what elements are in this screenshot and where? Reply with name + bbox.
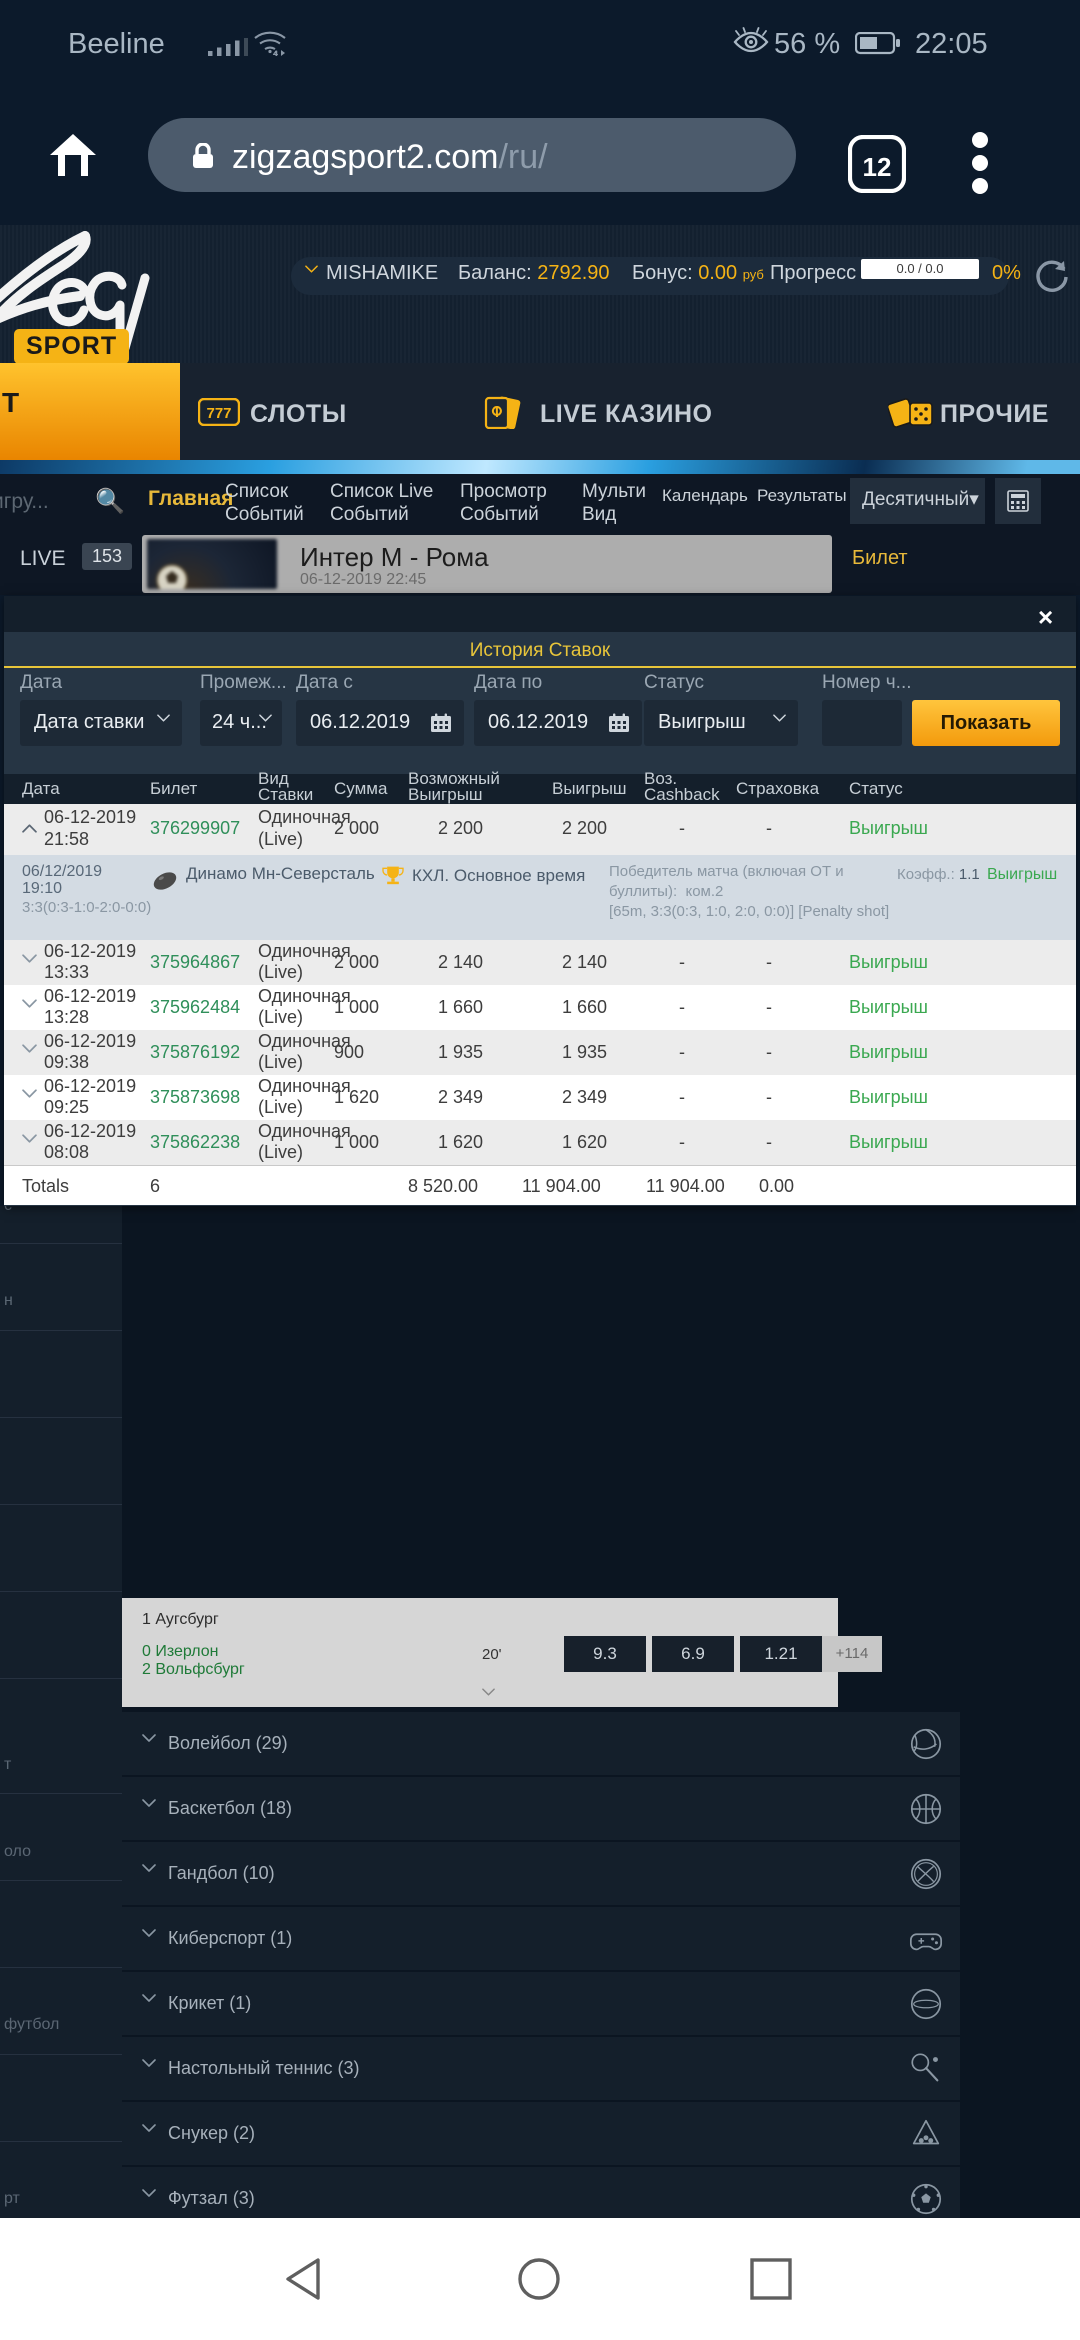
svg-text:777: 777 <box>206 405 231 422</box>
